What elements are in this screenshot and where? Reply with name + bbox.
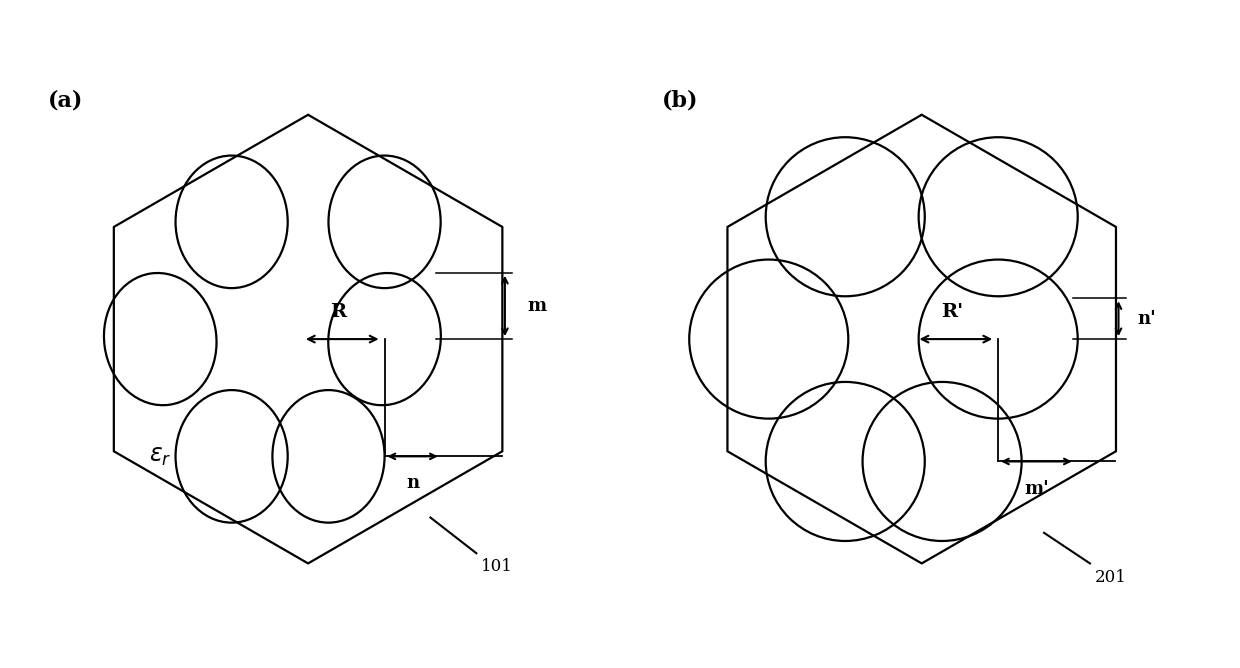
Text: (a): (a) bbox=[48, 90, 83, 112]
Text: 201: 201 bbox=[1095, 568, 1127, 586]
Text: m': m' bbox=[1024, 480, 1049, 498]
Text: m: m bbox=[527, 297, 547, 315]
Text: n: n bbox=[407, 474, 419, 492]
Text: n': n' bbox=[1138, 310, 1157, 328]
Text: R: R bbox=[331, 303, 347, 321]
Text: (b): (b) bbox=[662, 90, 698, 112]
Text: $\varepsilon_r$: $\varepsilon_r$ bbox=[149, 444, 171, 468]
Text: R': R' bbox=[941, 303, 963, 321]
Text: 101: 101 bbox=[481, 558, 513, 575]
